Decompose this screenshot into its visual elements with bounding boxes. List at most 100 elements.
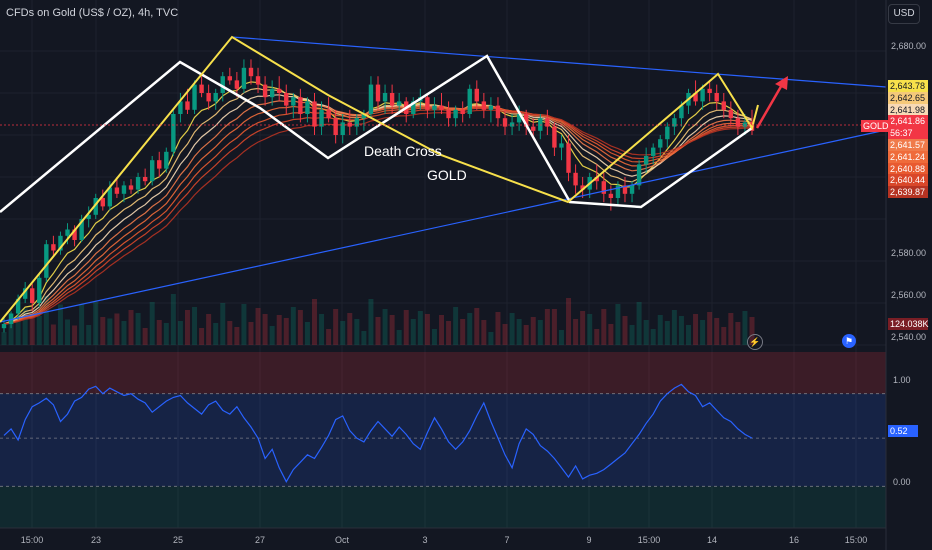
zigzag-white bbox=[0, 54, 753, 213]
candle-body bbox=[474, 88, 479, 102]
candle-body bbox=[700, 88, 705, 102]
candle-body bbox=[326, 109, 331, 119]
time-tick: 25 bbox=[172, 535, 184, 545]
candle-body bbox=[65, 229, 70, 236]
volume-bar bbox=[566, 298, 572, 345]
candle-body bbox=[79, 219, 84, 240]
volume-bar bbox=[749, 317, 755, 345]
annotation-death-cross: Death Cross bbox=[364, 143, 442, 159]
price-tick: 2,580.00 bbox=[891, 248, 927, 258]
candle-body bbox=[629, 185, 635, 194]
candle-body bbox=[735, 118, 741, 127]
volume-bar bbox=[700, 320, 706, 345]
volume-label: 124.038K bbox=[888, 318, 929, 330]
candle-body bbox=[149, 160, 155, 182]
volume-bar bbox=[410, 319, 416, 345]
time-tick: 15:00 bbox=[844, 535, 868, 545]
price-label: 2,642.65 bbox=[888, 91, 928, 104]
candle-body bbox=[8, 313, 14, 324]
volume-bar bbox=[396, 330, 402, 345]
candle-body bbox=[234, 80, 240, 89]
lightning-icon[interactable]: ⚡ bbox=[747, 334, 763, 350]
candle-body bbox=[185, 101, 190, 110]
projection-arrowhead bbox=[775, 76, 788, 90]
volume-bar bbox=[227, 321, 233, 345]
volume-bar bbox=[149, 302, 155, 345]
volume-bar bbox=[107, 318, 113, 345]
candle-body bbox=[742, 122, 748, 127]
volume-bar bbox=[460, 319, 466, 345]
volume-bar bbox=[431, 329, 437, 345]
price-label: 2,641.24 bbox=[888, 150, 928, 163]
candle-body bbox=[44, 244, 49, 278]
us-flag-icon[interactable]: ⚑ bbox=[842, 334, 856, 348]
volume-bar bbox=[304, 322, 310, 345]
volume-bar bbox=[417, 311, 423, 345]
candle-body bbox=[552, 126, 557, 148]
volume-bar bbox=[65, 319, 71, 345]
volume-bar bbox=[657, 315, 663, 345]
price-label: 2,640.44 bbox=[888, 174, 928, 187]
candle-body bbox=[665, 126, 670, 140]
volume-bar bbox=[551, 309, 557, 345]
volume-bar bbox=[446, 321, 452, 345]
volume-bar bbox=[685, 325, 691, 345]
volume-bar bbox=[234, 327, 240, 345]
candle-body bbox=[396, 101, 402, 106]
volume-bar bbox=[382, 309, 388, 345]
volume-bar bbox=[608, 324, 614, 345]
candle-body bbox=[51, 244, 56, 251]
candle-body bbox=[298, 97, 303, 114]
volume-bar bbox=[580, 311, 586, 345]
candle-body bbox=[72, 229, 77, 240]
candle-body bbox=[262, 84, 268, 98]
candle-body bbox=[114, 187, 120, 194]
candle-body bbox=[164, 151, 169, 169]
volume-bar bbox=[72, 325, 78, 345]
candle-body bbox=[284, 93, 289, 106]
volume-bar bbox=[255, 308, 261, 345]
time-tick: 7 bbox=[504, 535, 510, 545]
volume-bar bbox=[636, 302, 642, 345]
candle-body bbox=[58, 235, 63, 251]
volume-bar bbox=[537, 320, 543, 345]
volume-bar bbox=[43, 296, 49, 345]
candle-body bbox=[107, 187, 113, 207]
candle-body bbox=[319, 109, 324, 127]
time-tick: 15:00 bbox=[637, 535, 661, 545]
candlesticks bbox=[1, 59, 755, 333]
time-tick: 9 bbox=[586, 535, 592, 545]
candle-body bbox=[523, 114, 529, 127]
candle-body bbox=[269, 88, 275, 98]
volume-bar bbox=[290, 307, 296, 345]
volume-bar bbox=[15, 319, 21, 345]
candle-body bbox=[721, 101, 726, 110]
candle-body bbox=[573, 172, 578, 186]
candle-body bbox=[651, 147, 656, 156]
candle-body bbox=[545, 118, 550, 127]
volume-bar bbox=[142, 328, 148, 345]
candle-body bbox=[128, 185, 134, 190]
candle-body bbox=[86, 214, 91, 219]
candle-body bbox=[488, 105, 494, 110]
candle-body bbox=[22, 288, 28, 299]
time-tick: 23 bbox=[90, 535, 102, 545]
candle-body bbox=[432, 105, 437, 110]
candle-body bbox=[566, 143, 571, 173]
price-tick: 2,680.00 bbox=[891, 41, 927, 51]
volume-bar bbox=[467, 313, 473, 345]
currency-button[interactable]: USD bbox=[888, 4, 920, 24]
candle-body bbox=[37, 277, 42, 303]
trendline-support bbox=[0, 129, 887, 323]
volume-bar bbox=[262, 314, 268, 345]
price-tick: 2,540.00 bbox=[891, 332, 927, 342]
time-tick: 3 bbox=[422, 535, 428, 545]
price-label: 2,641.98 bbox=[888, 103, 928, 116]
volume-bar bbox=[86, 325, 92, 345]
price-label: 2,641.57 bbox=[888, 139, 928, 151]
candle-body bbox=[411, 101, 416, 114]
chart-title: CFDs on Gold (US$ / OZ), 4h, TVC bbox=[6, 7, 179, 19]
volume-bar bbox=[544, 309, 550, 345]
volume-bar bbox=[523, 325, 529, 345]
